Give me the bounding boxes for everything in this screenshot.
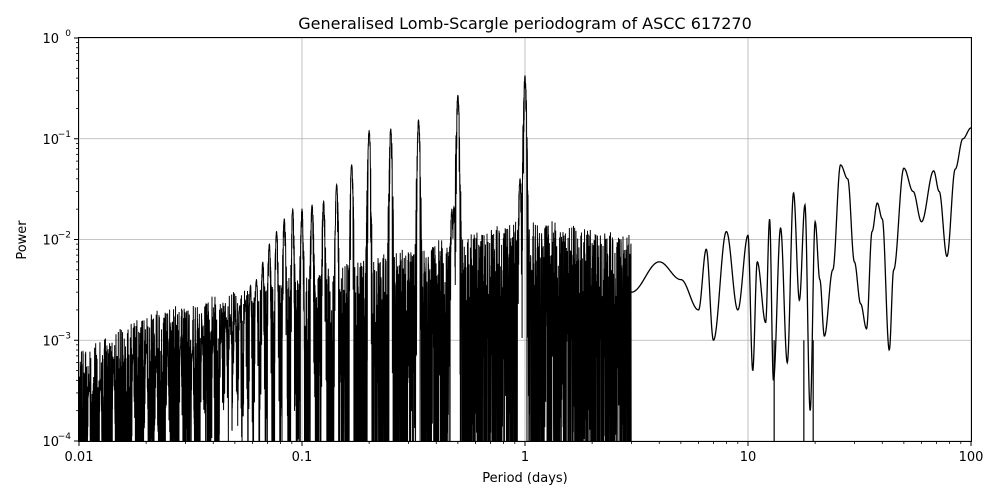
y-tick-base: 10 — [42, 133, 59, 148]
x-tick-label: 100 — [959, 450, 984, 465]
y-tick-base: 10 — [42, 32, 59, 47]
x-tick-label: 0.01 — [65, 450, 94, 465]
x-axis-label: Period (days) — [482, 471, 568, 486]
y-tick-base: 10 — [42, 435, 59, 450]
y-axis: 10−410−310−210−110 0 — [42, 29, 79, 450]
y-axis-label: Power — [15, 220, 30, 260]
x-tick-label: 1 — [521, 450, 529, 465]
x-axis: 0.01 0.1 1 10 100 — [65, 441, 984, 465]
y-tick-exponent: −3 — [58, 331, 71, 341]
plot-area — [79, 74, 971, 441]
y-tick-exponent: 0 — [65, 29, 71, 39]
y-tick-base: 10 — [42, 334, 59, 349]
y-tick-exponent: −1 — [58, 130, 71, 140]
y-tick-exponent: −2 — [58, 231, 71, 241]
periodogram-tail-line — [631, 127, 971, 411]
y-tick-base: 10 — [42, 234, 59, 249]
periodogram-noise-line — [79, 74, 632, 441]
x-tick-label: 10 — [740, 450, 757, 465]
y-tick-exponent: −4 — [58, 432, 72, 442]
x-tick-label: 0.1 — [292, 450, 313, 465]
chart-title: Generalised Lomb-Scargle periodogram of … — [298, 14, 752, 33]
